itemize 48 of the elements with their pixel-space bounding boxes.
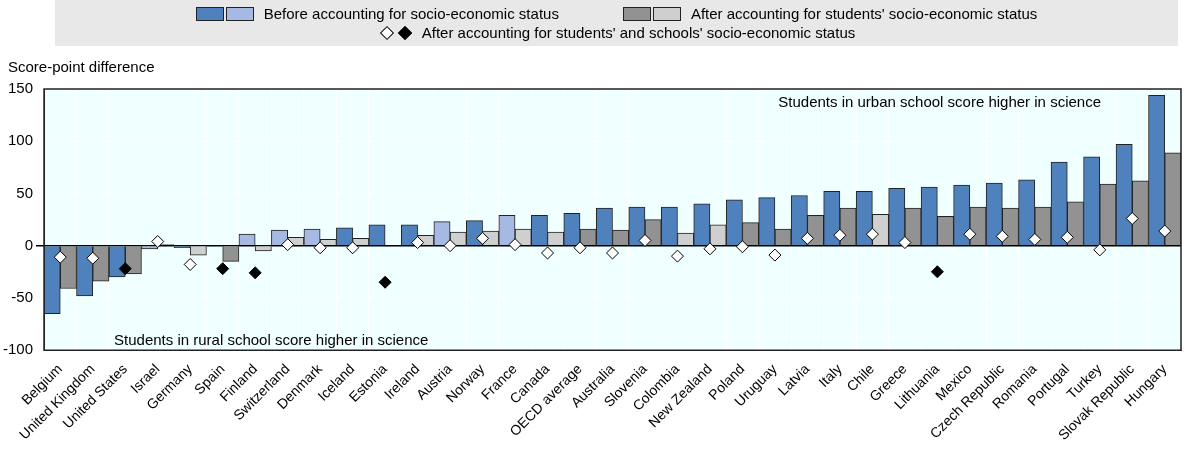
- point: [476, 231, 490, 245]
- y-tick-label: 50: [16, 183, 34, 201]
- legend-label: Before accounting for socio-economic status: [263, 5, 559, 22]
- point: [443, 239, 457, 253]
- point: [346, 241, 360, 255]
- point: [735, 240, 749, 254]
- point: [930, 265, 944, 279]
- point: [313, 241, 327, 255]
- point: [378, 275, 392, 289]
- point: [1028, 232, 1042, 246]
- point: [1060, 230, 1074, 244]
- point: [963, 227, 977, 241]
- annotation: Students in rural school score higher in science: [114, 330, 429, 348]
- point: [151, 235, 165, 248]
- point: [1093, 243, 1107, 257]
- point: [86, 251, 100, 265]
- point: [53, 250, 67, 264]
- point: [768, 248, 782, 262]
- point: [281, 238, 295, 252]
- point: [833, 228, 847, 242]
- point: [703, 242, 717, 256]
- point: [183, 257, 197, 271]
- annotation: Students in urban school score higher in science: [778, 92, 1101, 110]
- point: [638, 233, 652, 247]
- point: [118, 262, 132, 276]
- x-tick-label: Italy: [815, 360, 845, 391]
- point: [411, 236, 425, 250]
- point: [670, 249, 684, 263]
- point: [1158, 224, 1172, 238]
- point: [865, 227, 879, 241]
- point: [898, 236, 912, 250]
- y-axis-title: Score-point difference: [8, 58, 156, 75]
- y-tick-label: 100: [7, 131, 34, 149]
- point: [995, 229, 1009, 243]
- legend-label: After accounting for students' socio-economic status: [690, 5, 1038, 22]
- point: [508, 238, 522, 252]
- point: [1125, 212, 1139, 226]
- y-tick-label: -100: [2, 340, 34, 358]
- y-tick-label: 150: [7, 79, 34, 97]
- point: [541, 246, 555, 260]
- point: [573, 241, 587, 255]
- point: [248, 266, 262, 280]
- y-tick-label: -50: [11, 288, 34, 306]
- point: [800, 231, 814, 245]
- y-tick-label: 0: [24, 235, 34, 253]
- point: [216, 262, 230, 276]
- point: [606, 246, 620, 260]
- legend-label: After accounting for students' and schools' socio-economic status: [421, 24, 856, 41]
